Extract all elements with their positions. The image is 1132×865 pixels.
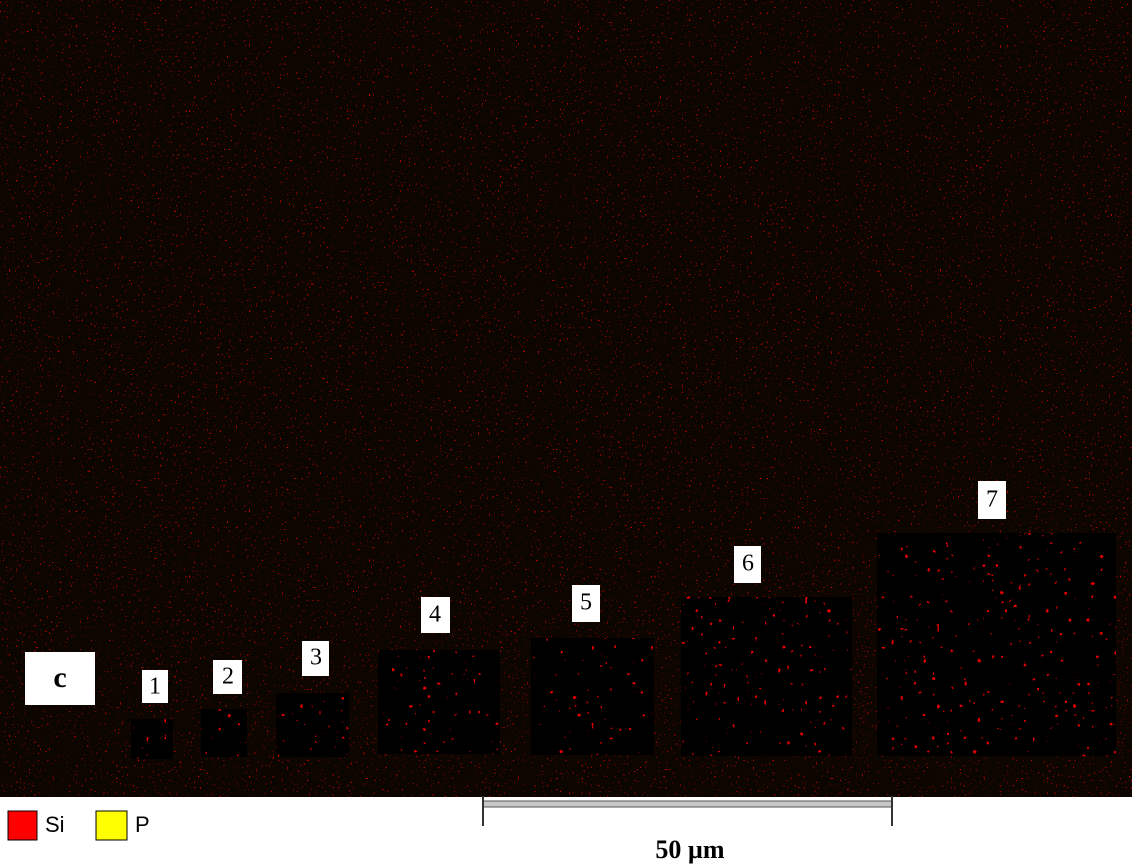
region-box (529, 636, 656, 757)
region: 3 (274, 641, 351, 759)
regions: 1 2 3 4 5 6 7 (129, 481, 1118, 761)
legend-swatch (95, 810, 128, 841)
region-label: 2 (222, 664, 234, 690)
region-label-box (213, 660, 242, 694)
region-label-box (421, 597, 450, 633)
region: 1 (129, 670, 175, 761)
legend: Si P (7, 810, 150, 841)
scale-bar: 50 µm (482, 796, 893, 864)
region-label: 1 (149, 674, 161, 700)
scale-bar-line (482, 800, 893, 808)
region: 4 (376, 597, 502, 756)
region-box (376, 648, 502, 756)
region-box (679, 595, 854, 758)
region-box (199, 707, 249, 759)
legend-label: P (135, 812, 150, 837)
panel-label: c (53, 661, 66, 694)
region-box (875, 531, 1118, 758)
region-label: 7 (986, 487, 998, 513)
region-label-box (734, 546, 761, 583)
region-label-box (142, 670, 168, 703)
region-label: 6 (742, 551, 754, 577)
legend-label: Si (45, 812, 65, 837)
region: 7 (875, 481, 1118, 758)
legend-swatch (7, 810, 38, 841)
region: 2 (199, 660, 249, 759)
panel-label-box (25, 652, 95, 705)
region-label-box (978, 481, 1006, 519)
region-box (129, 717, 175, 761)
region-box (274, 691, 351, 759)
scale-bar-label: 50 µm (655, 835, 724, 864)
region-label: 4 (429, 602, 441, 628)
region: 5 (529, 585, 656, 757)
region-label-box (302, 641, 329, 676)
region-label: 5 (580, 590, 592, 616)
region: 6 (679, 546, 854, 758)
region-label-box (572, 585, 600, 622)
region-label: 3 (310, 645, 322, 671)
